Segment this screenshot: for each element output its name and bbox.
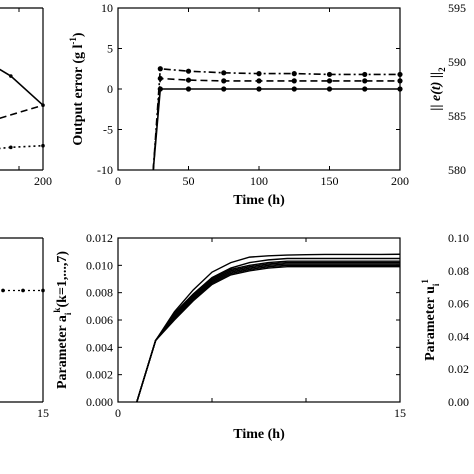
y-tick-label: 0.010 — [86, 258, 113, 272]
parameter-series-line — [136, 266, 400, 403]
y-tick-label: 0.012 — [86, 231, 113, 245]
y-tick-label: 0.000 — [86, 395, 113, 409]
y-axis-label: Parameter aik(k=1,...,7) — [52, 251, 73, 389]
y-tick-label: 595 — [448, 1, 466, 15]
x-tick-label: 50 — [183, 174, 195, 188]
series-point — [9, 74, 13, 78]
parameter-series-line — [136, 260, 400, 403]
y-axis-label: || e(t) ||2 — [429, 67, 447, 111]
y-tick-label: 0.00 — [448, 395, 469, 409]
series-line — [0, 68, 44, 106]
series-point — [397, 86, 403, 92]
series-point — [291, 78, 297, 84]
series-point — [21, 288, 25, 293]
x-tick-label: 0 — [115, 406, 121, 420]
x-tick-label: 200 — [34, 174, 52, 188]
y-tick-label: 0.004 — [86, 340, 113, 354]
series-point — [221, 70, 227, 76]
series-point — [185, 86, 192, 92]
y-tick-label: 0 — [107, 82, 113, 96]
series-point — [1, 288, 5, 293]
series-point — [326, 71, 333, 78]
series-line — [152, 88, 400, 171]
y-axis-label: Parameter ui1 — [420, 279, 441, 361]
y-tick-label: 585 — [448, 109, 466, 123]
y-tick-label: 5 — [107, 42, 113, 56]
series-point — [256, 86, 262, 92]
series-point — [291, 71, 297, 77]
x-axis-label: Time (h) — [233, 427, 285, 442]
series-line — [0, 104, 44, 120]
series-point — [157, 66, 163, 72]
y-tick-label: 0.02 — [448, 362, 469, 376]
series-point — [362, 86, 368, 92]
series-point — [41, 288, 45, 293]
series-point — [221, 78, 227, 84]
y-tick-label: 0.10 — [448, 231, 469, 245]
series-point — [397, 78, 403, 84]
y-tick-label: 590 — [448, 55, 466, 69]
y-tick-label: 0.06 — [448, 297, 469, 311]
series-point — [185, 68, 192, 74]
series-point — [362, 78, 368, 84]
y-tick-label: 0.006 — [86, 313, 113, 327]
series-point — [291, 86, 297, 92]
series-line — [0, 144, 44, 150]
x-tick-label: 0 — [115, 174, 121, 188]
series-point — [326, 78, 333, 84]
y-tick-label: 0.04 — [448, 329, 469, 343]
series-line — [152, 77, 400, 171]
x-tick-label: 200 — [391, 174, 409, 188]
y-tick-label: 580 — [448, 163, 466, 177]
x-tick-label: 15 — [37, 406, 49, 420]
y-tick-label: 0.008 — [86, 286, 113, 300]
series-point — [397, 71, 403, 78]
parameter-series-line — [136, 253, 401, 403]
series-point — [362, 71, 368, 78]
y-tick-label: 0.002 — [86, 368, 113, 382]
series-point — [256, 71, 262, 77]
parameter-series-line — [136, 257, 400, 403]
parameter-series-line — [136, 263, 400, 403]
series-point — [326, 86, 333, 92]
series-point — [185, 77, 192, 83]
x-tick-label: 150 — [321, 174, 339, 188]
series-point — [221, 86, 227, 92]
series-point — [256, 78, 262, 84]
series-point — [9, 145, 13, 150]
series-point — [41, 143, 45, 148]
parameter-series-line — [136, 261, 400, 403]
y-axis-label: Output error (g l-1) — [68, 32, 86, 145]
y-tick-label: -10 — [97, 163, 113, 177]
y-tick-label: -5 — [103, 123, 113, 137]
y-tick-label: 10 — [101, 1, 113, 15]
x-axis-label: Time (h) — [233, 193, 285, 208]
parameter-series-line — [136, 264, 400, 403]
x-tick-label: 15 — [394, 406, 406, 420]
x-tick-label: 100 — [250, 174, 268, 188]
series-line — [152, 67, 400, 171]
y-tick-label: 0.08 — [448, 264, 469, 278]
